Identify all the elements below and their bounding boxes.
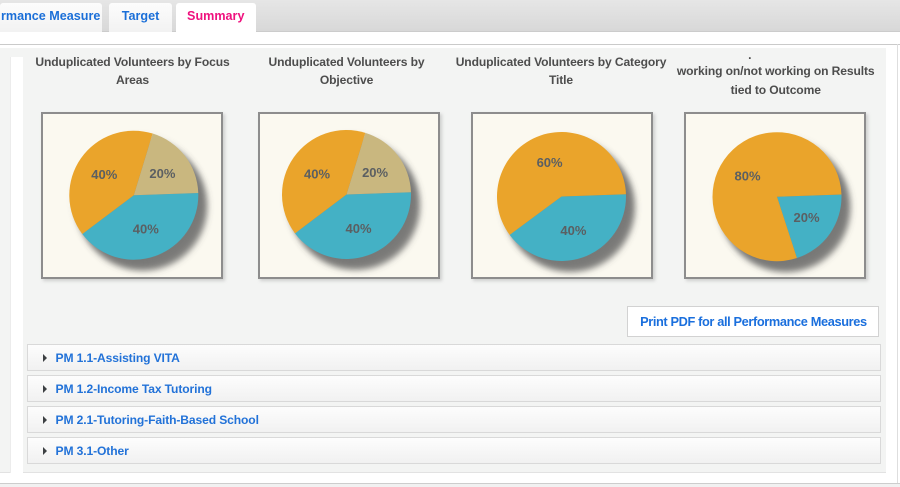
svg-text:80%: 80% (734, 169, 760, 184)
svg-text:40%: 40% (560, 223, 586, 238)
svg-text:20%: 20% (362, 165, 388, 180)
svg-text:40%: 40% (91, 167, 117, 182)
svg-text:40%: 40% (304, 167, 330, 182)
svg-text:20%: 20% (793, 210, 819, 225)
svg-text:40%: 40% (133, 222, 159, 237)
svg-text:60%: 60% (536, 155, 562, 170)
svg-text:40%: 40% (345, 221, 371, 236)
svg-text:20%: 20% (149, 166, 175, 181)
